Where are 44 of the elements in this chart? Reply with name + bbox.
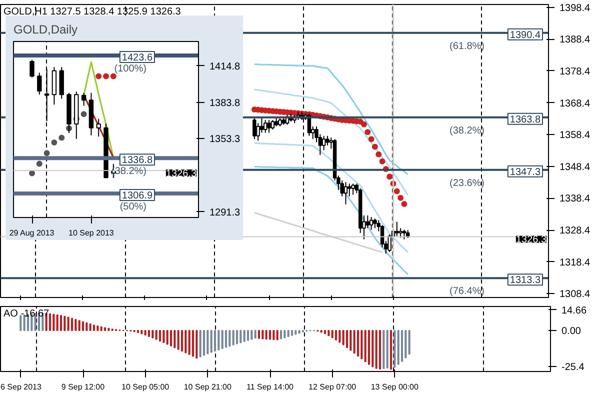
annotation: (23.6%) [449,178,484,189]
x-tick-label: 6 Sep 2013 [0,382,42,392]
ref-line-label: 1363.8 [510,114,541,126]
y-tick-label: 14.66 [562,305,587,316]
y-tick-label: 1348.4 [560,162,591,173]
annotation: (38.2%) [111,166,146,178]
annotation: (50%) [120,201,147,212]
ref-line-label: 1326.3 [516,234,547,246]
y-tick-label: 0.00 [562,326,582,338]
y-tick-label: 1353.3 [210,134,241,146]
y-tick-label: 1378.4 [560,66,591,78]
y-tick-label: 1414.8 [210,61,241,72]
y-tick-label: 1338.4 [560,194,591,205]
y-tick-label: 1308.4 [560,289,591,300]
ref-line-label: 1423.6 [122,52,153,64]
x-tick-label: 10 Sep 21:00 [184,382,232,392]
y-tick-label: 1398.4 [560,2,591,14]
x-tick-label: 29 Aug 2013 [9,228,55,238]
ref-line-label: 1326.3 [166,168,197,180]
ref-line-label: 1390.4 [510,30,541,41]
chart-title: GOLD,H1 1327.5 1328.4 1325.9 1326.3 [4,6,182,18]
x-tick-label: 13 Sep 00:00 [370,382,420,392]
y-tick-label: 1368.4 [560,98,591,110]
ref-line-label: 1336.8 [122,155,153,166]
x-tick-label: 11 Sep 14:00 [246,382,294,392]
y-tick-label: -25.4 [562,362,585,373]
x-tick-label: 9 Sep 12:00 [61,382,106,392]
y-tick-label: 1383.8 [210,98,241,110]
y-tick-label: 1328.4 [560,226,591,237]
x-tick-label: 10 Sep 2013 [68,228,114,238]
y-tick-label: 1388.4 [560,34,591,46]
annotation: (61.8%) [449,40,484,52]
ref-line-label: 1306.9 [122,190,153,202]
annotation: (100%) [114,63,147,74]
annotation: (76.4%) [449,286,484,298]
chart-title: GOLD,Daily [14,22,78,36]
y-tick-label: 1358.4 [560,130,591,142]
y-tick-label: 1318.4 [560,257,591,268]
ref-line-label: 1347.3 [510,166,541,178]
x-tick-label: 10 Sep 05:00 [122,382,170,392]
ref-line-label: 1313.3 [510,275,541,286]
annotation: (38.2%) [449,125,484,136]
x-tick-label: 12 Sep 07:00 [308,382,357,392]
y-tick-label: 1291.3 [210,207,241,218]
